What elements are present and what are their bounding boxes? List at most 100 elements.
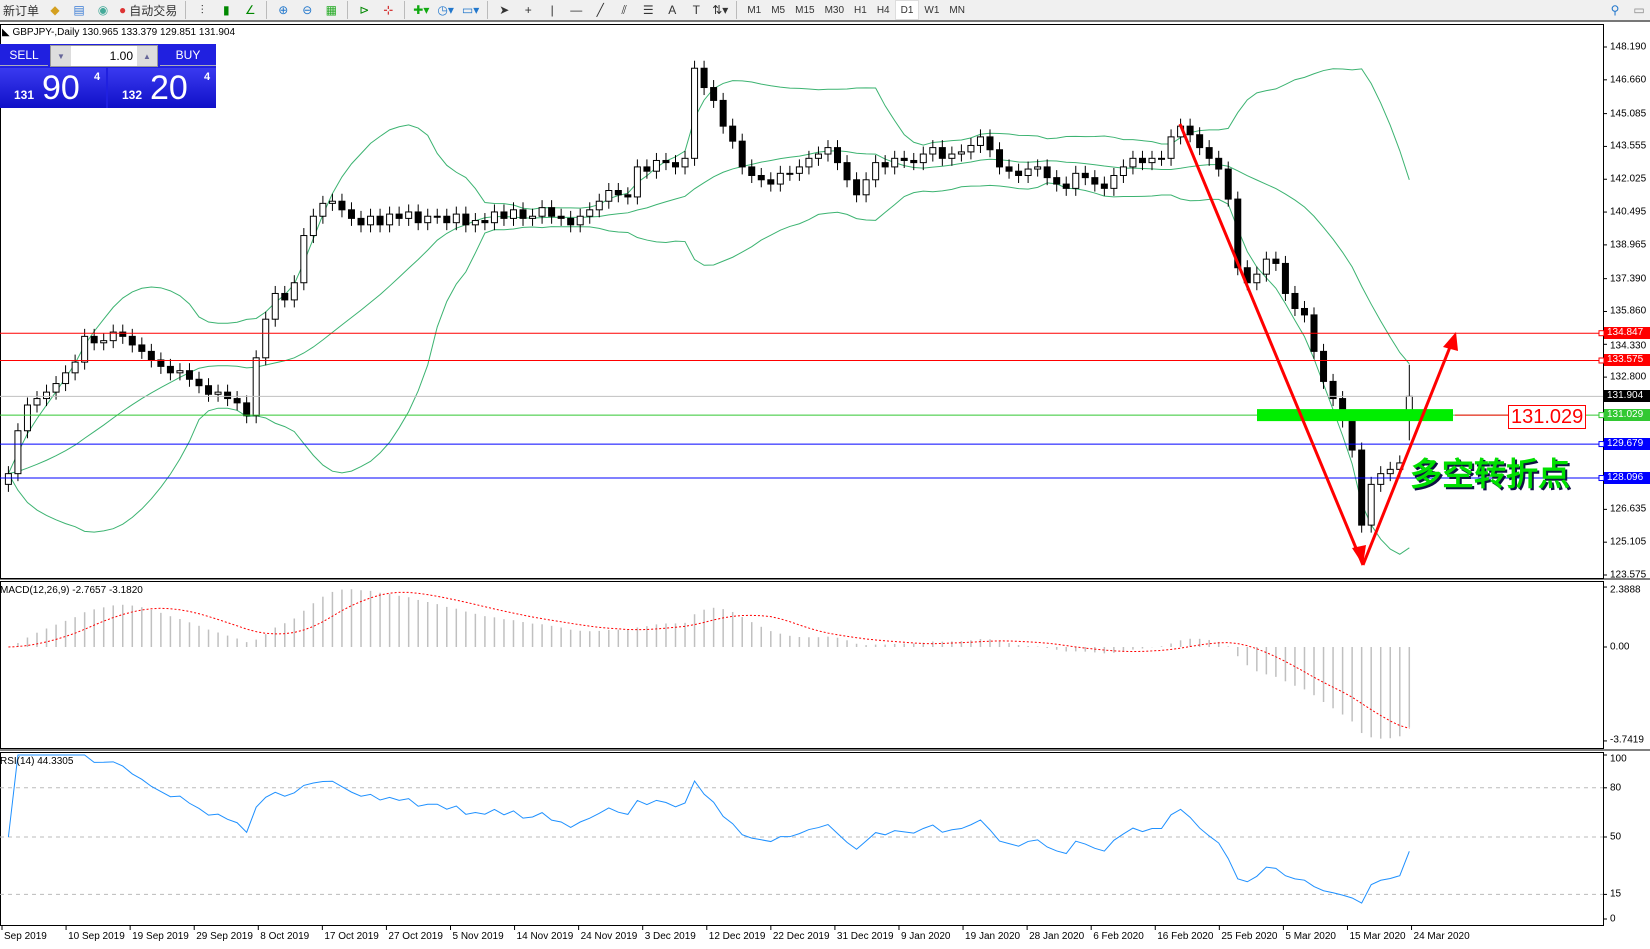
bar-chart-icon[interactable]: ⫶ [200,2,204,17]
zoom-in-icon[interactable]: ⊕ [278,3,289,17]
candle-body [224,391,232,400]
candle-body [948,153,956,159]
timeframe-d1[interactable]: D1 [894,0,920,20]
candle-body [424,215,432,224]
templates-icon[interactable]: ▭▾ [461,3,480,17]
auto-trading-button[interactable]: ● 自动交易 [116,0,180,20]
macd-histogram [17,589,1411,739]
periods-clock-icon[interactable]: ◷▾ [437,3,454,17]
candle-body [595,200,603,211]
candle-body [1300,307,1308,316]
lot-size-input[interactable]: ▼ 1.00 ▲ [50,45,158,67]
candle-body [996,149,1004,168]
buy-price-big: 20 [150,69,188,107]
new-order-button[interactable]: 新订单 [3,3,40,18]
zoom-out-icon[interactable]: ⊖ [302,3,313,17]
line-chart-icon[interactable]: ∠ [244,3,256,17]
macd-signal-line [8,591,1410,729]
timeframe-mn[interactable]: MN [949,4,965,16]
macd-panel-frame [0,581,1604,749]
bollinger-upper [7,68,1410,474]
candle-body [81,335,89,363]
y-tick-label: 143.555 [1610,140,1647,152]
x-tick-label: 22 Dec 2019 [772,931,830,942]
lot-value[interactable]: 1.00 [109,49,133,63]
candle-body [100,340,108,344]
timeframe-h1[interactable]: H1 [854,4,867,16]
candle-body [328,200,336,204]
price-level-tag: 131.029 [1604,409,1650,422]
horizontal-line-icon[interactable]: — [570,3,583,17]
metaeditor-icon[interactable]: ◆ [50,3,60,17]
autoscroll-icon[interactable]: ⊹ [383,3,394,17]
rsi-axis-label: 100 [1610,753,1627,765]
candle-body [138,344,146,352]
candle-body [862,179,870,196]
candle-body [119,331,127,337]
candle-body [338,200,346,211]
buy-price[interactable]: 132 20 4 [108,68,216,108]
timeframe-m30[interactable]: M30 [824,4,845,16]
candle-body [643,166,651,172]
timeframe-m15[interactable]: M15 [795,4,815,16]
vertical-line-icon[interactable]: | [550,3,554,17]
candle-body [147,350,155,361]
candle-body [1320,350,1328,382]
candle-body [452,213,460,224]
macd-label: MACD(12,26,9) -2.7657 -3.1820 [0,585,143,596]
cursor-icon[interactable]: ➤ [499,3,510,17]
timeframe-w1[interactable]: W1 [924,4,940,16]
timeframe-m1[interactable]: M1 [747,4,762,16]
candle-body [738,140,746,168]
sell-price-big: 90 [42,69,80,107]
equidistant-channel-icon[interactable]: ⫽ [621,2,627,17]
tile-windows-icon[interactable]: ▦ [325,3,337,17]
candle-body [14,430,22,475]
y-tick-label: 125.105 [1610,536,1647,548]
lot-increase-icon[interactable]: ▲ [137,46,157,66]
sell-price[interactable]: 131 90 4 [0,68,106,108]
x-tick-label: 24 Nov 2019 [580,931,638,942]
fibonacci-icon[interactable]: ☰ [642,3,654,17]
candle-body [891,157,899,168]
x-tick-label: 14 Nov 2019 [516,931,574,942]
candle-body [1367,483,1375,526]
divider [736,1,738,19]
indicators-icon[interactable]: ✚▾ [413,3,430,17]
candle-body [1167,136,1175,159]
price-level-tag: 131.904 [1604,390,1650,403]
candle-body [538,207,546,217]
candle-body [490,211,498,224]
search-icon[interactable]: ⚲ [1610,3,1620,17]
divider [185,1,187,19]
rsi-axis-label: 50 [1610,831,1622,843]
candle-body [1272,258,1280,264]
buy-button[interactable]: BUY [160,44,216,66]
candle-body [967,144,975,153]
text-label-icon[interactable]: T [692,3,700,17]
x-tick-label: 16 Feb 2020 [1157,931,1214,942]
signals-icon[interactable]: ◉ [97,3,109,17]
timeframe-m5[interactable]: M5 [771,4,786,16]
x-tick-label: 3 Dec 2019 [644,931,696,942]
lot-decrease-icon[interactable]: ▼ [51,46,71,66]
timeframe-h4[interactable]: H4 [876,4,890,16]
candlestick-icon[interactable]: ▮ [222,3,230,17]
crosshair-icon[interactable]: + [524,3,532,17]
trendline-icon[interactable]: ╱ [596,3,604,17]
collapse-icon[interactable]: ◣ [2,27,13,38]
candle-body [519,209,527,219]
candle-body [938,147,946,159]
text-icon[interactable]: A [668,3,677,17]
candle-body [195,378,203,387]
chart-shift-icon[interactable]: ⊳ [359,3,370,17]
x-tick-label: 8 Oct 2019 [260,931,310,942]
chart-header: ◣ GBPJPY-,Daily 130.965 133.379 129.851 … [2,27,235,38]
chat-icon[interactable]: ▭ [1633,3,1645,17]
arrows-icon[interactable]: ⇅▾ [712,3,729,17]
sell-button[interactable]: SELL [0,44,48,66]
terminal-icon[interactable]: ▤ [73,3,85,17]
bollinger-middle [8,150,1410,475]
candle-body [824,147,832,155]
